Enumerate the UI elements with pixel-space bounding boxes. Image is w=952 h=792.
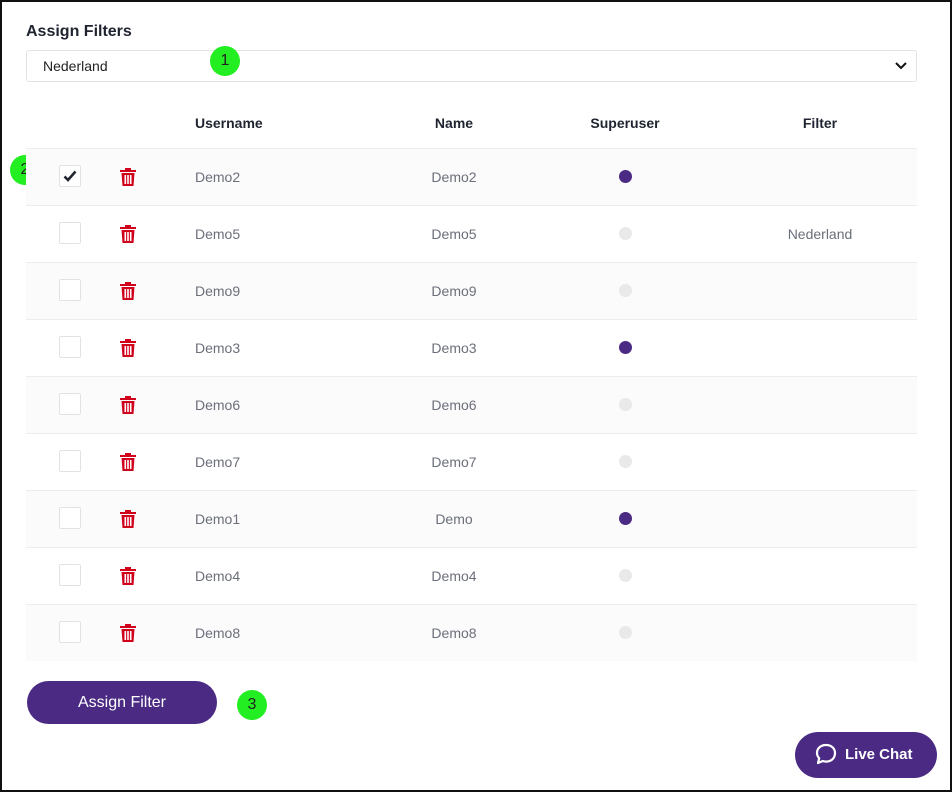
table-row: Demo5 Demo5 Nederland	[26, 205, 917, 262]
trash-icon[interactable]	[120, 624, 136, 642]
trash-icon[interactable]	[120, 339, 136, 357]
row-checkbox[interactable]	[59, 336, 81, 358]
superuser-indicator	[619, 284, 632, 297]
row-checkbox[interactable]	[59, 450, 81, 472]
header-username: Username	[195, 115, 263, 131]
superuser-indicator	[619, 569, 632, 582]
step-badge-3: 3	[237, 690, 267, 720]
trash-icon[interactable]	[120, 453, 136, 471]
table-row: Demo6 Demo6	[26, 376, 917, 433]
chevron-down-icon	[895, 62, 907, 70]
cell-name: Demo9	[431, 283, 477, 299]
superuser-indicator	[619, 455, 632, 468]
step-badge-1: 1	[210, 46, 240, 76]
superuser-indicator	[619, 512, 632, 525]
cell-name: Demo	[435, 511, 473, 527]
trash-icon[interactable]	[120, 567, 136, 585]
cell-username: Demo2	[195, 169, 241, 185]
cell-username: Demo9	[195, 283, 241, 299]
live-chat-button[interactable]: Live Chat	[795, 732, 937, 778]
cell-filter: Nederland	[787, 226, 853, 242]
check-icon	[63, 170, 77, 182]
header-name: Name	[434, 115, 474, 131]
superuser-indicator	[619, 626, 632, 639]
row-checkbox[interactable]	[59, 279, 81, 301]
cell-username: Demo7	[195, 454, 241, 470]
superuser-indicator	[619, 170, 632, 183]
cell-username: Demo8	[195, 625, 241, 641]
superuser-indicator	[619, 398, 632, 411]
table-row: Demo9 Demo9	[26, 262, 917, 319]
superuser-indicator	[619, 227, 632, 240]
cell-username: Demo5	[195, 226, 241, 242]
table-row: Demo3 Demo3	[26, 319, 917, 376]
cell-username: Demo1	[195, 511, 241, 527]
trash-icon[interactable]	[120, 282, 136, 300]
trash-icon[interactable]	[120, 510, 136, 528]
chat-bubble-icon	[815, 743, 837, 765]
header-superuser: Superuser	[590, 115, 660, 131]
row-checkbox[interactable]	[59, 165, 81, 187]
row-checkbox[interactable]	[59, 564, 81, 586]
users-table: Demo2 Demo2 Demo5 Demo5 Nederland	[26, 148, 917, 661]
cell-name: Demo5	[431, 226, 477, 242]
table-header: Username Name Superuser Filter	[26, 106, 917, 148]
trash-icon[interactable]	[120, 225, 136, 243]
cell-name: Demo7	[431, 454, 477, 470]
table-row: Demo4 Demo4	[26, 547, 917, 604]
filter-select-value: Nederland	[43, 58, 108, 74]
cell-username: Demo4	[195, 568, 241, 584]
table-row: Demo2 Demo2	[26, 148, 917, 205]
cell-name: Demo3	[431, 340, 477, 356]
cell-name: Demo2	[431, 169, 477, 185]
assign-filter-button[interactable]: Assign Filter	[27, 681, 217, 724]
table-row: Demo1 Demo	[26, 490, 917, 547]
trash-icon[interactable]	[120, 396, 136, 414]
trash-icon[interactable]	[120, 168, 136, 186]
row-checkbox[interactable]	[59, 507, 81, 529]
cell-username: Demo3	[195, 340, 241, 356]
cell-username: Demo6	[195, 397, 241, 413]
row-checkbox[interactable]	[59, 393, 81, 415]
filter-select[interactable]: Nederland	[26, 50, 917, 82]
cell-name: Demo8	[431, 625, 477, 641]
table-row: Demo7 Demo7	[26, 433, 917, 490]
cell-name: Demo4	[431, 568, 477, 584]
cell-name: Demo6	[431, 397, 477, 413]
table-row: Demo8 Demo8	[26, 604, 917, 661]
row-checkbox[interactable]	[59, 621, 81, 643]
header-filter: Filter	[802, 115, 838, 131]
superuser-indicator	[619, 341, 632, 354]
page-title: Assign Filters	[26, 23, 132, 40]
live-chat-label: Live Chat	[845, 746, 913, 763]
row-checkbox[interactable]	[59, 222, 81, 244]
